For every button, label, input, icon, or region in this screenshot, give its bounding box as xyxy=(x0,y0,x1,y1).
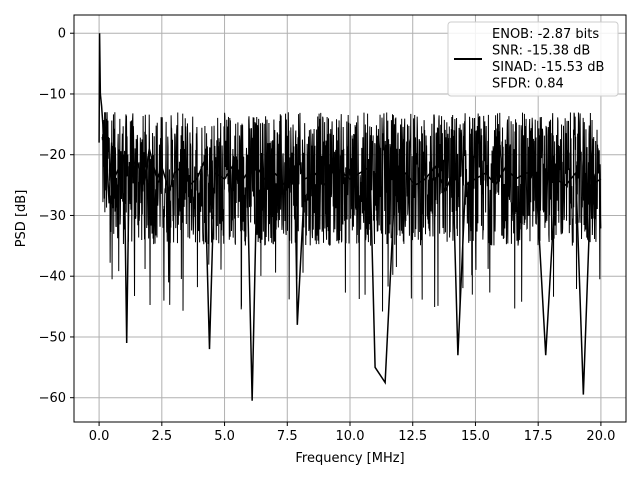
y-tick-label: −20 xyxy=(39,148,66,163)
psd-series xyxy=(98,33,602,401)
y-axis-ticks: 0 −10 −20 −30 −40 −50 −60 xyxy=(39,27,74,406)
legend-sfdr: SFDR: 0.84 xyxy=(492,77,564,92)
y-axis-label: PSD [dB] xyxy=(14,190,29,248)
legend: ENOB: -2.87 bits SNR: -15.38 dB SINAD: -… xyxy=(447,21,619,97)
x-tick-label: 5.0 xyxy=(214,429,235,444)
x-tick-label: 12.5 xyxy=(398,429,427,444)
psd-line xyxy=(98,33,602,401)
legend-snr: SNR: -15.38 dB xyxy=(492,44,590,59)
x-tick-label: 0.0 xyxy=(89,429,110,444)
noise-trace xyxy=(101,112,602,312)
legend-sinad: SINAD: -15.53 dB xyxy=(492,60,604,75)
noise-texture xyxy=(101,112,602,312)
y-tick-label: −40 xyxy=(39,270,66,285)
legend-box xyxy=(447,21,619,97)
x-tick-label: 20.0 xyxy=(586,429,615,444)
x-tick-label: 2.5 xyxy=(151,429,172,444)
y-tick-label: −30 xyxy=(39,209,66,224)
y-tick-label: 0 xyxy=(58,27,66,42)
y-tick-label: −50 xyxy=(39,330,66,345)
legend-enob: ENOB: -2.87 bits xyxy=(492,27,599,42)
x-axis-label: Frequency [MHz] xyxy=(295,451,404,466)
y-tick-label: −10 xyxy=(39,87,66,102)
x-tick-label: 10.0 xyxy=(336,429,365,444)
x-tick-label: 7.5 xyxy=(277,429,298,444)
x-tick-label: 17.5 xyxy=(524,429,553,444)
x-tick-label: 15.0 xyxy=(461,429,490,444)
x-axis-ticks: 0.0 2.5 5.0 7.5 10.0 12.5 15.0 17.5 20.0 xyxy=(89,422,615,444)
y-tick-label: −60 xyxy=(39,391,66,406)
